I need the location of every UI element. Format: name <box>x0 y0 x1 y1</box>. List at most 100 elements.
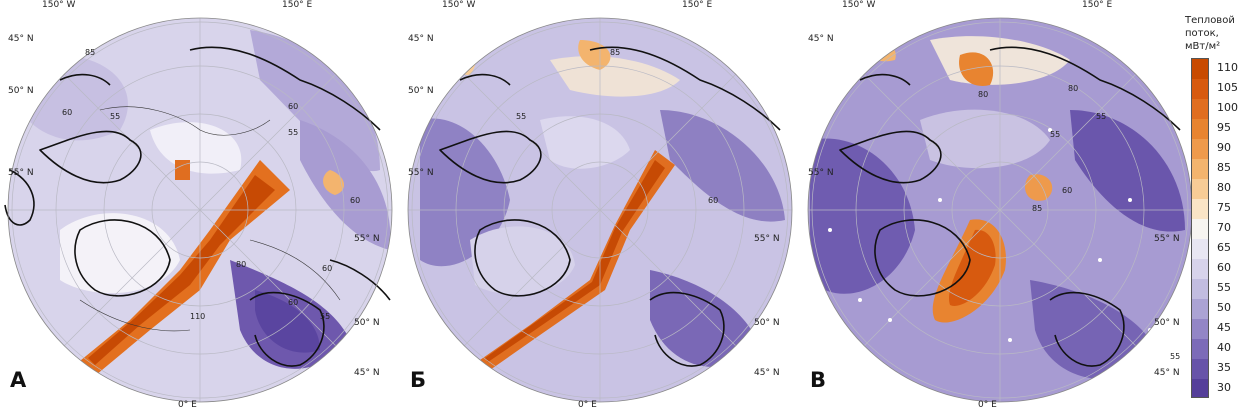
legend-swatch <box>1192 379 1208 397</box>
lat-label: 55° N <box>808 168 834 178</box>
lat-label: 45° N <box>1154 368 1180 378</box>
legend-tick-label: 35 <box>1217 361 1231 374</box>
contour-label: 60 <box>708 196 719 205</box>
lat-label: 45° N <box>8 34 34 44</box>
legend-color-bar <box>1191 58 1209 398</box>
contour-label: 60 <box>1062 186 1073 195</box>
legend-tick-label: 85 <box>1217 161 1231 174</box>
legend-swatch <box>1192 199 1208 219</box>
legend-tick-label: 65 <box>1217 241 1231 254</box>
legend-tick-label: 75 <box>1217 201 1231 214</box>
lon-label-150e: 150° E <box>682 0 713 10</box>
map-panel-b: 150° W 150° E 0° E 45° N 50° N 55° N 55°… <box>400 0 800 410</box>
contour-label: 60 <box>62 108 73 117</box>
panel-letter-b: Б <box>410 368 427 392</box>
legend-swatch <box>1192 239 1208 259</box>
graticule-a <box>8 18 392 402</box>
lat-label: 55° N <box>8 168 34 178</box>
coastlines-c <box>839 46 1181 367</box>
legend-swatch <box>1192 299 1208 319</box>
heat-flow-map-c <box>807 17 1193 403</box>
legend-tick-label: 95 <box>1217 121 1231 134</box>
lat-label: 45° N <box>754 368 780 378</box>
legend-swatch <box>1192 219 1208 239</box>
contours-a <box>79 106 341 332</box>
lat-label: 50° N <box>8 86 34 96</box>
legend-swatch <box>1192 59 1208 79</box>
legend-tick-label: 60 <box>1217 261 1231 274</box>
legend-swatch <box>1192 179 1208 199</box>
legend-swatch <box>1192 259 1208 279</box>
lat-label: 55° N <box>408 168 434 178</box>
legend-title-line: мВт/м² <box>1185 41 1221 52</box>
lon-label-0e: 0° E <box>978 400 997 410</box>
lat-label: 45° N <box>808 34 834 44</box>
contour-label: 55 <box>1096 112 1107 121</box>
lat-label: 55° N <box>754 234 780 244</box>
coastlines-a <box>4 46 391 367</box>
legend-swatch <box>1192 99 1208 119</box>
lat-label: 45° N <box>408 34 434 44</box>
contour-label: 55 <box>320 312 331 321</box>
legend-tick-label: 110 <box>1217 61 1238 74</box>
lon-label-0e: 0° E <box>578 400 597 410</box>
legend-tick-label: 50 <box>1217 301 1231 314</box>
contour-label: 85 <box>85 48 96 57</box>
contour-label: 55 <box>288 128 299 137</box>
contour-label: 85 <box>610 48 621 57</box>
contour-label: 60 <box>322 264 333 273</box>
graticule-b <box>408 18 792 402</box>
map-panel-c: 150° W 150° E 0° E 45° N 55° N 55° N 50°… <box>800 0 1200 410</box>
legend-swatch <box>1192 359 1208 379</box>
lat-label: 50° N <box>1154 318 1180 328</box>
lon-label-150w: 150° W <box>42 0 76 10</box>
contour-label: 80 <box>1068 84 1079 93</box>
legend-tick-label: 105 <box>1217 81 1238 94</box>
contour-label: 110 <box>190 312 206 321</box>
legend-tick-label: 90 <box>1217 141 1231 154</box>
panel-letter-a: А <box>10 368 27 392</box>
contour-label: 80 <box>978 90 989 99</box>
heat-flow-map-b <box>407 17 793 403</box>
lat-label: 55° N <box>1154 234 1180 244</box>
graticule-c <box>808 18 1192 402</box>
legend-swatch <box>1192 279 1208 299</box>
lon-label-150w: 150° W <box>842 0 876 10</box>
legend-tick-label: 80 <box>1217 181 1231 194</box>
legend-swatch <box>1192 139 1208 159</box>
legend-tick-label: 45 <box>1217 321 1231 334</box>
lat-label: 55° N <box>354 234 380 244</box>
lon-label-150e: 150° E <box>1082 0 1113 10</box>
lat-label: 50° N <box>408 86 434 96</box>
panel-letter-c: В <box>810 368 827 392</box>
legend-swatch <box>1192 79 1208 99</box>
legend-title-line: поток, <box>1185 28 1219 39</box>
contour-label: 80 <box>236 260 247 269</box>
legend-swatch <box>1192 119 1208 139</box>
contour-label: 55 <box>110 112 121 121</box>
legend-tick-label: 40 <box>1217 341 1231 354</box>
lon-label-150w: 150° W <box>442 0 476 10</box>
legend-swatch <box>1192 339 1208 359</box>
lon-label-0e: 0° E <box>178 400 197 410</box>
heat-flow-map-a <box>4 17 393 403</box>
legend-tick-label: 100 <box>1217 101 1238 114</box>
map-panel-a: 150° W 150° E 0° E 45° N 50° N 55° N 55°… <box>0 0 400 410</box>
lon-label-150e: 150° E <box>282 0 313 10</box>
heat-flow-legend: Тепловой поток, мВт/м² 110 105 100 95 90 85 80… <box>1185 0 1243 410</box>
contour-label: 85 <box>1032 204 1043 213</box>
legend-title: Тепловой поток, мВт/м² <box>1185 14 1243 53</box>
contour-label: 55 <box>1170 352 1181 361</box>
lat-label: 50° N <box>754 318 780 328</box>
lat-label: 50° N <box>354 318 380 328</box>
legend-swatch <box>1192 159 1208 179</box>
contour-label: 55 <box>516 112 527 121</box>
coastlines-b <box>439 46 781 367</box>
contour-label: 55 <box>1050 130 1061 139</box>
lat-label: 45° N <box>354 368 380 378</box>
legend-tick-label: 55 <box>1217 281 1231 294</box>
legend-title-line: Тепловой <box>1185 15 1235 26</box>
legend-tick-label: 70 <box>1217 221 1231 234</box>
contour-label: 60 <box>288 102 299 111</box>
legend-swatch <box>1192 319 1208 339</box>
